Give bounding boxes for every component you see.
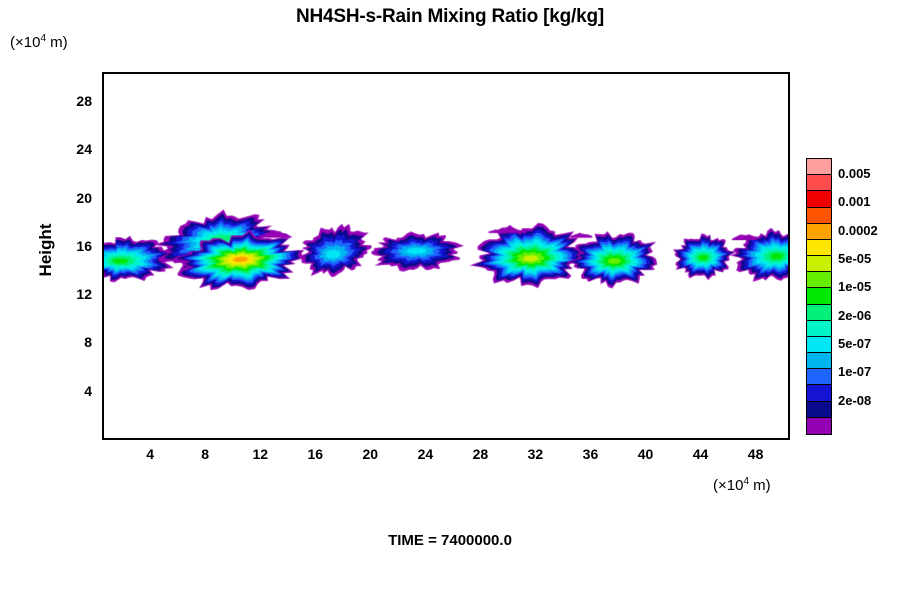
y-units-exponent: 4 (40, 33, 47, 44)
colorbar-swatch (807, 223, 831, 240)
colorbar-swatch (807, 272, 831, 289)
y-tick-label: 16 (76, 237, 92, 254)
colorbar-level-label: 1e-07 (838, 364, 872, 380)
y-tick-label: 8 (84, 334, 92, 351)
colorbar-swatch (807, 320, 831, 337)
x-units-suffix: m) (749, 477, 771, 494)
colorbar-swatch (807, 175, 831, 192)
x-tick-label: 44 (692, 446, 709, 462)
colorbar-swatch (807, 256, 831, 273)
x-tick-label: 48 (747, 446, 764, 462)
colorbar-level-label: 1e-05 (838, 279, 872, 295)
colorbar-level-label: 5e-05 (838, 251, 872, 267)
colorbar-swatch (807, 159, 831, 176)
x-tick-label: 36 (582, 446, 599, 462)
y-tick-label: 4 (84, 382, 92, 399)
x-tick-label: 8 (201, 446, 210, 462)
x-tick-label: 20 (362, 446, 379, 462)
colorbar-swatch (807, 304, 831, 321)
x-tick-label: 16 (307, 446, 324, 462)
colorbar-swatch (807, 353, 831, 370)
y-tick-label: 12 (76, 286, 92, 303)
colorbar-swatch (807, 207, 831, 224)
time-annotation: TIME = 7400000.0 (388, 532, 512, 549)
colorbar-level-label: 2e-06 (838, 307, 872, 323)
page-title: NH4SH-s-Rain Mixing Ratio [kg/kg] (296, 6, 604, 27)
colorbar-level-label: 0.005 (838, 166, 871, 182)
colorbar-swatch (807, 336, 831, 354)
y-axis-units-annotation: (×104 m) (10, 33, 68, 52)
y-units-prefix: (×10 (10, 34, 41, 51)
colorbar-swatch (807, 417, 831, 434)
x-tick-label: 40 (637, 446, 654, 462)
colorbar-swatch (807, 385, 831, 402)
y-units-suffix: m) (46, 34, 68, 51)
plot-area (102, 72, 790, 440)
x-tick-label: 12 (252, 446, 269, 462)
colorbar[interactable] (806, 158, 832, 435)
y-tick-label: 28 (76, 93, 92, 110)
colorbar-level-label: 0.001 (838, 194, 871, 210)
x-units-exponent: 4 (743, 476, 750, 487)
colorbar-level-label: 5e-07 (838, 336, 872, 352)
x-tick-label: 4 (146, 446, 155, 462)
y-tick-label: 24 (76, 141, 92, 158)
x-axis-units-annotation: (×104 m) (713, 476, 771, 495)
colorbar-level-label: 0.0002 (838, 222, 878, 238)
contour-field (104, 74, 788, 438)
colorbar-swatch (807, 191, 831, 208)
colorbar-swatch (807, 239, 831, 257)
y-tick-label: 20 (76, 189, 92, 206)
colorbar-level-label: 2e-08 (838, 392, 872, 408)
x-tick-label: 28 (472, 446, 489, 462)
colorbar-swatch (807, 401, 831, 418)
x-tick-label: 32 (527, 446, 544, 462)
x-units-prefix: (×10 (713, 477, 744, 494)
colorbar-swatch (807, 369, 831, 386)
colorbar-swatch (807, 288, 831, 305)
x-tick-label: 24 (417, 446, 434, 462)
